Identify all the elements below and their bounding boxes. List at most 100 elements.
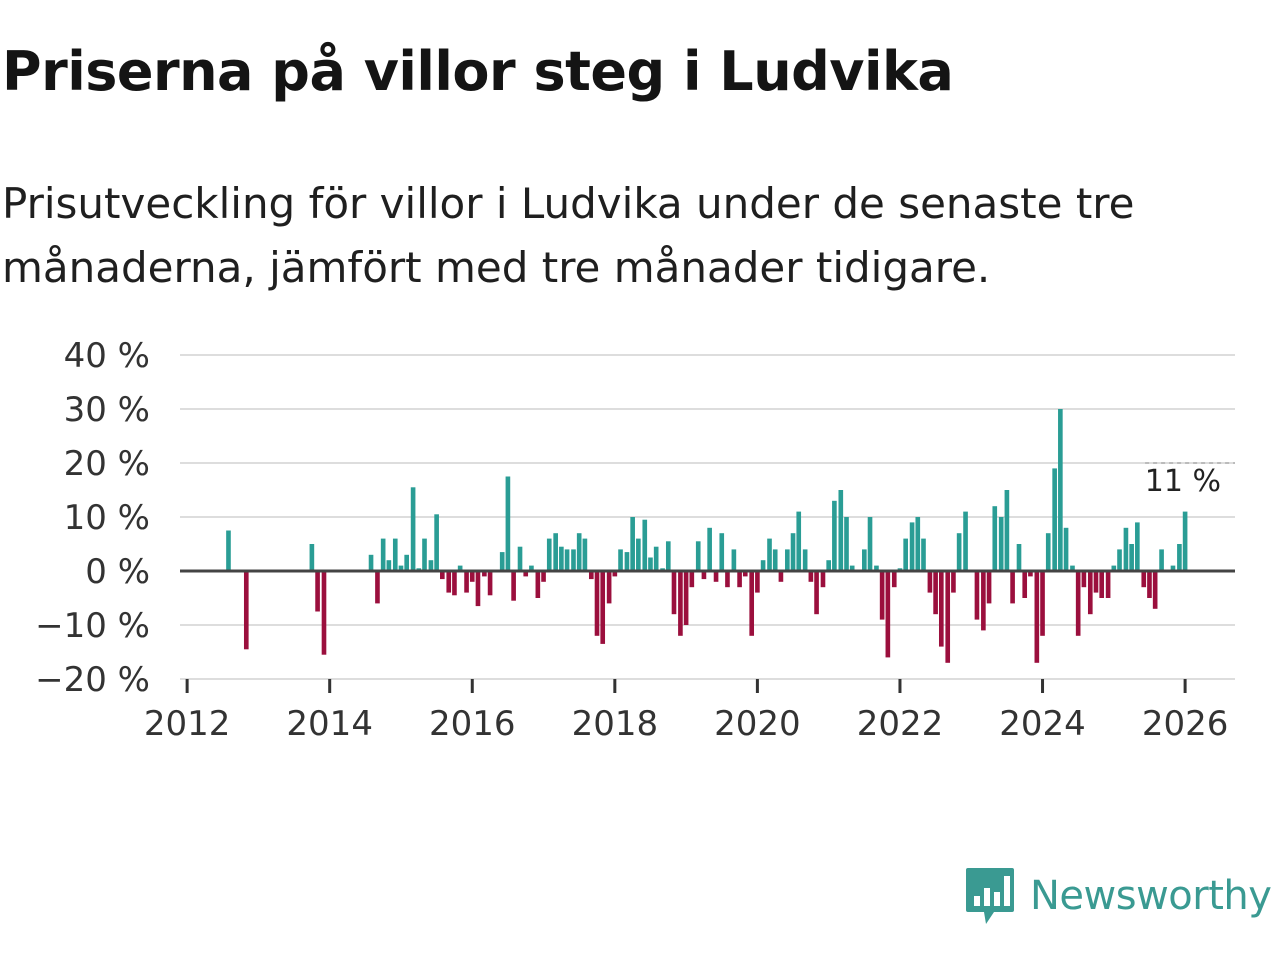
bar <box>755 571 760 593</box>
bar <box>701 571 707 580</box>
bar <box>796 511 802 571</box>
bar <box>612 571 618 577</box>
x-tick-label: 2026 <box>1142 704 1229 744</box>
bar <box>594 571 600 636</box>
bar <box>380 538 386 571</box>
bar <box>1063 527 1069 571</box>
bar <box>446 571 452 593</box>
x-axis: 2012 2014 2016 2018 2020 2022 2024 2026 <box>144 679 1229 744</box>
bar <box>452 571 457 596</box>
bar <box>665 541 671 571</box>
x-tick-label: 2014 <box>286 704 373 744</box>
bar <box>909 522 915 571</box>
bar <box>695 541 701 571</box>
bar <box>1087 571 1093 615</box>
bar <box>535 571 541 598</box>
bar <box>606 571 612 604</box>
bar <box>1052 468 1057 571</box>
y-axis: 40 % 30 % 20 % 10 % 0 % −10 % −20 % <box>35 336 150 700</box>
bar <box>879 571 885 620</box>
bar <box>315 571 320 612</box>
bar <box>375 571 380 604</box>
bar <box>838 490 844 571</box>
x-tick-label: 2020 <box>714 704 801 744</box>
bar <box>464 571 469 593</box>
bar <box>1159 549 1164 571</box>
bar <box>1093 571 1099 593</box>
bar <box>559 546 564 571</box>
bar <box>1182 511 1188 571</box>
bar <box>618 549 623 571</box>
bar <box>517 546 523 571</box>
bar <box>546 538 552 571</box>
bar <box>844 517 849 571</box>
chart-subtitle: Prisutveckling för villor i Ludvika unde… <box>2 179 1135 292</box>
bar <box>1177 544 1182 571</box>
bar <box>571 549 576 571</box>
bar <box>1034 571 1040 663</box>
x-tick-label: 2012 <box>144 704 231 744</box>
bar <box>243 571 249 650</box>
bar <box>945 571 951 663</box>
bar <box>802 549 808 571</box>
bar <box>1105 571 1111 598</box>
bar <box>767 538 772 571</box>
bar <box>440 571 445 580</box>
bar <box>1028 571 1033 577</box>
bar <box>482 571 487 577</box>
bar-chart: 40 %30 %20 %10 %0 %−10 %−20 % 2012 2014 20… <box>35 336 1235 744</box>
bar <box>992 506 998 571</box>
gridlines <box>180 354 1235 680</box>
bar <box>1004 490 1010 571</box>
bar <box>790 533 796 571</box>
bar <box>938 571 944 647</box>
last-value-label: 11 % <box>1145 464 1221 499</box>
bar <box>915 517 921 571</box>
bar <box>630 517 635 571</box>
bar <box>808 571 814 582</box>
bar <box>742 571 748 577</box>
bar <box>511 571 516 601</box>
bar <box>428 560 434 571</box>
bar <box>832 500 837 571</box>
bar <box>981 571 986 631</box>
bar <box>689 571 695 588</box>
bar <box>760 560 766 571</box>
bar <box>986 571 992 604</box>
bar <box>321 571 327 655</box>
bar <box>499 552 505 571</box>
bar <box>1129 544 1134 571</box>
brand-name: Newsworthy <box>1030 873 1272 919</box>
y-tick-label: −20 % <box>35 660 150 700</box>
x-tick-label: 2018 <box>572 704 659 744</box>
bar <box>963 511 968 571</box>
bar <box>737 571 742 588</box>
x-tick-label: 2022 <box>857 704 944 744</box>
bar <box>772 549 778 571</box>
x-tick-label: 2024 <box>999 704 1086 744</box>
bar <box>392 538 398 571</box>
bar <box>434 514 439 571</box>
x-tick-label: 2016 <box>429 704 516 744</box>
chart-title: Priserna på villor steg i Ludvika <box>2 40 954 103</box>
bar <box>998 517 1004 571</box>
bar <box>725 571 730 588</box>
bar <box>1040 571 1045 636</box>
bar <box>1111 565 1117 571</box>
bar <box>862 549 867 571</box>
bar <box>600 571 606 644</box>
bar <box>404 554 409 571</box>
bar <box>636 538 641 571</box>
bar <box>867 517 873 571</box>
bar <box>398 565 404 571</box>
bar <box>778 571 784 582</box>
bar <box>469 571 475 582</box>
bar <box>226 530 231 571</box>
bar <box>885 571 891 658</box>
bar <box>553 533 558 571</box>
y-tick-label: −10 % <box>35 606 150 646</box>
bar <box>1147 571 1152 598</box>
bar <box>1123 527 1129 571</box>
bar <box>933 571 938 615</box>
bar <box>1075 571 1081 636</box>
